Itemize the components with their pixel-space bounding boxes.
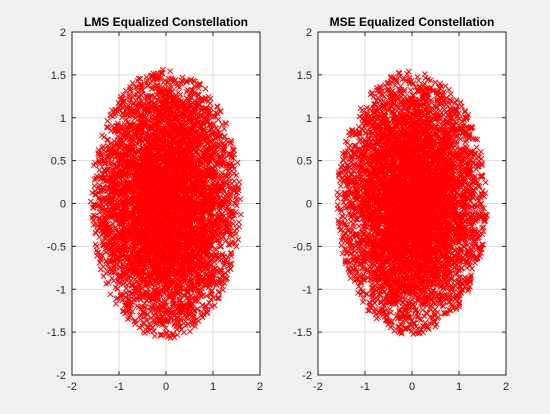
data-point	[203, 270, 210, 277]
data-point	[237, 211, 244, 218]
data-point	[96, 166, 103, 173]
data-point	[217, 108, 224, 115]
data-point	[219, 283, 226, 290]
data-point	[132, 84, 139, 91]
data-point	[236, 179, 243, 186]
data-point	[186, 328, 193, 335]
data-point	[202, 85, 209, 92]
scatter-points	[87, 66, 244, 342]
data-point	[212, 109, 219, 116]
data-point	[95, 215, 102, 222]
data-point	[184, 294, 191, 301]
